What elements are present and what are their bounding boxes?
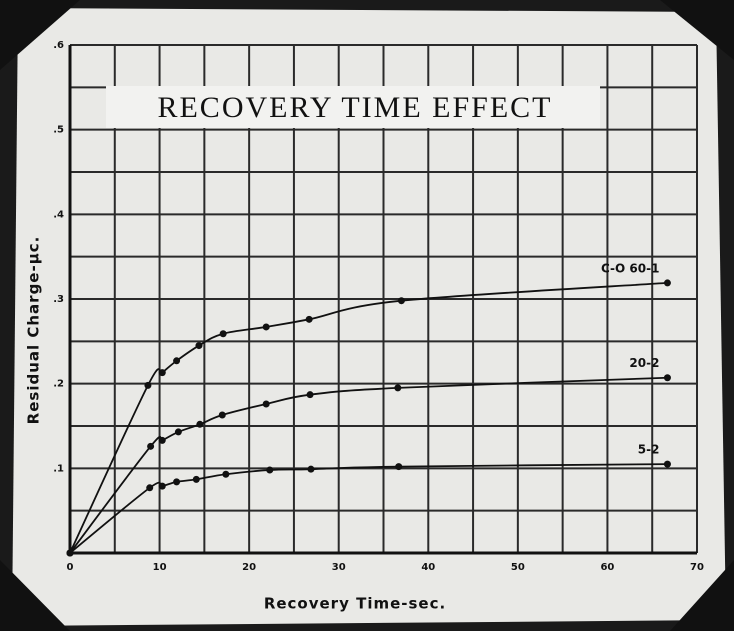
x-axis-label: Recovery Time-sec. — [264, 595, 446, 613]
data-point — [263, 400, 270, 407]
y-tick-label: .1 — [53, 463, 64, 474]
data-point — [263, 323, 270, 330]
data-point — [664, 461, 671, 468]
chart: RECOVERY TIME EFFECT Recovery Time-sec. … — [0, 0, 734, 631]
y-tick-label: .3 — [53, 294, 64, 305]
data-point — [307, 466, 314, 473]
data-point — [159, 437, 166, 444]
data-point — [193, 476, 200, 483]
data-point — [173, 478, 180, 485]
y-axis-label: Residual Charge-μc. — [25, 236, 43, 425]
data-point — [266, 467, 273, 474]
data-point — [398, 297, 405, 304]
y-tick-label: .2 — [53, 379, 64, 390]
x-tick-label: 50 — [511, 562, 525, 573]
data-point — [159, 369, 166, 376]
data-point — [664, 279, 671, 286]
data-point — [146, 484, 153, 491]
x-tick-label: 40 — [421, 562, 435, 573]
data-point — [220, 330, 227, 337]
data-point — [219, 411, 226, 418]
data-point — [196, 421, 203, 428]
x-tick-label: 10 — [153, 562, 167, 573]
data-point — [175, 428, 182, 435]
x-tick-label: 30 — [332, 562, 346, 573]
data-point — [67, 550, 74, 557]
data-point — [222, 471, 229, 478]
y-tick-label: .4 — [53, 209, 64, 220]
series-label: 5-2 — [638, 443, 660, 457]
series-label: 20-2 — [629, 356, 659, 370]
data-point — [306, 316, 313, 323]
x-tick-label: 0 — [67, 562, 74, 573]
data-point — [395, 463, 402, 470]
y-tick-label: .6 — [53, 40, 64, 51]
data-point — [173, 357, 180, 364]
y-tick-label: .5 — [53, 125, 64, 136]
x-tick-label: 60 — [600, 562, 614, 573]
series-label: C-O 60-1 — [601, 261, 659, 275]
data-point — [664, 374, 671, 381]
x-tick-label: 70 — [690, 562, 704, 573]
chart-title: RECOVERY TIME EFFECT — [157, 91, 552, 124]
data-point — [144, 382, 151, 389]
data-point — [307, 391, 314, 398]
x-tick-label: 20 — [242, 562, 256, 573]
data-point — [195, 342, 202, 349]
data-point — [147, 443, 154, 450]
data-point — [159, 483, 166, 490]
data-point — [394, 384, 401, 391]
